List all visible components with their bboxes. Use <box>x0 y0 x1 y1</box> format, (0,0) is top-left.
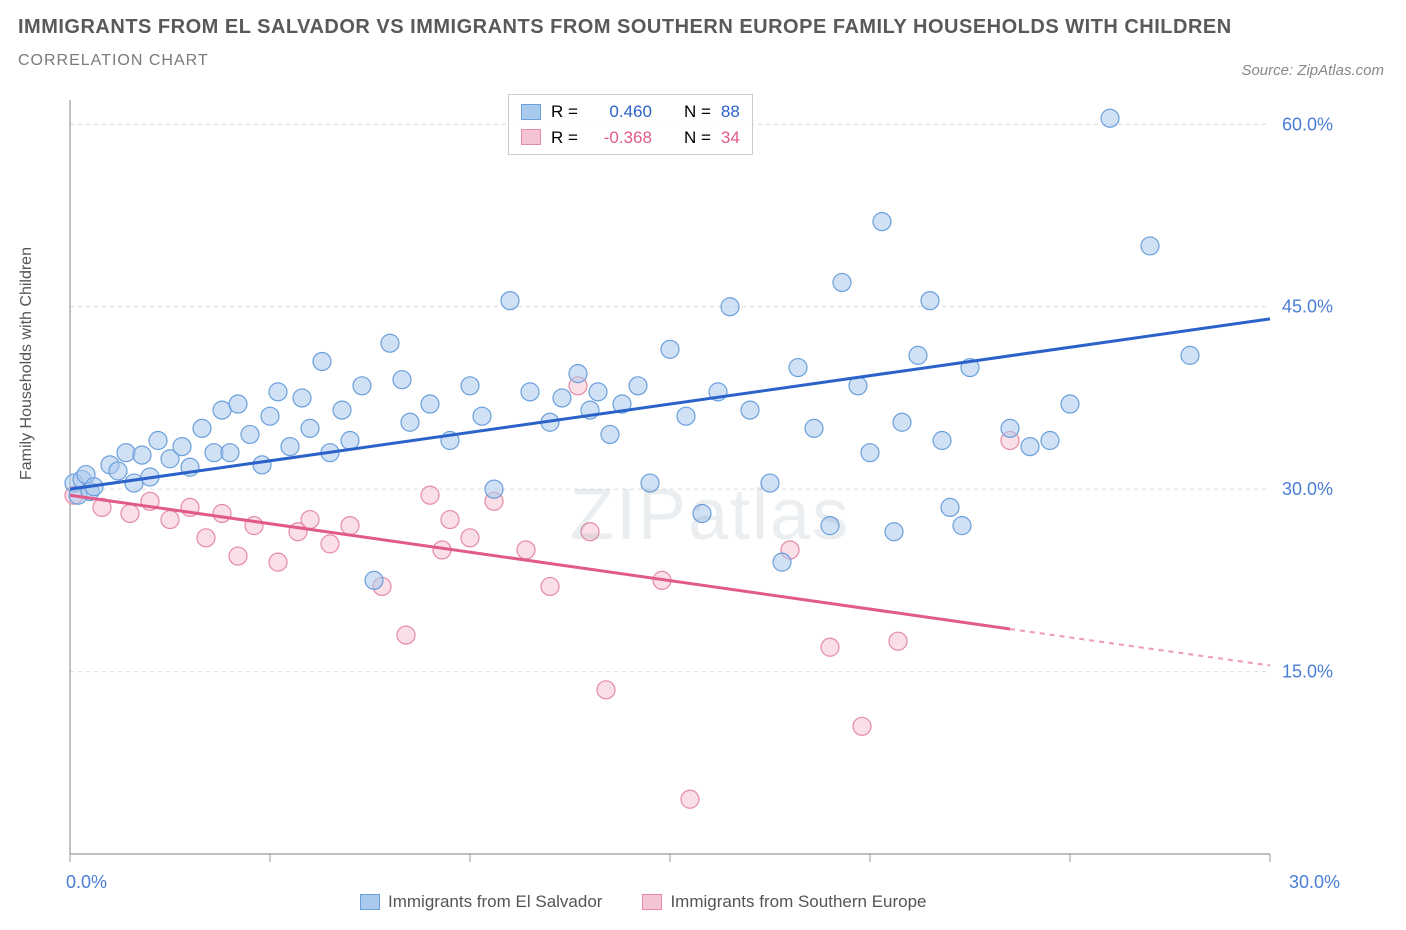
legend-label-series-a: Immigrants from El Salvador <box>388 892 602 912</box>
chart-svg: 15.0% 30.0% 45.0% 60.0% 0.0% 30.0% <box>50 94 1350 924</box>
swatch-series-b <box>521 129 541 145</box>
legend-row-series-b: R = -0.368 N = 34 <box>521 125 740 151</box>
legend-bottom: Immigrants from El Salvador Immigrants f… <box>360 892 927 912</box>
r-label: R = <box>551 125 578 151</box>
n-value-series-a: 88 <box>721 99 740 125</box>
plot-area: 15.0%30.0%45.0%60.0%0.0%30.0% ZIPatlas R… <box>50 94 1350 874</box>
n-label: N = <box>684 99 711 125</box>
y-tick-label: 30.0% <box>1282 479 1333 499</box>
swatch-series-a <box>521 104 541 120</box>
r-value-series-b: -0.368 <box>588 125 652 151</box>
y-axis-label: Family Households with Children <box>18 247 36 480</box>
legend-row-series-a: R = 0.460 N = 88 <box>521 99 740 125</box>
legend-correlation-box: R = 0.460 N = 88 R = -0.368 N = 34 <box>508 94 753 155</box>
x-tick-label: 0.0% <box>66 872 107 892</box>
chart-title: IMMIGRANTS FROM EL SALVADOR VS IMMIGRANT… <box>18 12 1386 42</box>
n-label: N = <box>684 125 711 151</box>
x-tick-label: 30.0% <box>1289 872 1340 892</box>
legend-item-series-b: Immigrants from Southern Europe <box>642 892 926 912</box>
r-value-series-a: 0.460 <box>588 99 652 125</box>
chart-subtitle: CORRELATION CHART <box>18 52 1386 70</box>
n-value-series-b: 34 <box>721 125 740 151</box>
swatch-series-a <box>360 894 380 910</box>
y-tick-label: 60.0% <box>1282 114 1333 134</box>
y-tick-label: 45.0% <box>1282 297 1333 317</box>
r-label: R = <box>551 99 578 125</box>
legend-item-series-a: Immigrants from El Salvador <box>360 892 602 912</box>
legend-label-series-b: Immigrants from Southern Europe <box>670 892 926 912</box>
swatch-series-b <box>642 894 662 910</box>
source-attribution: Source: ZipAtlas.com <box>1241 62 1384 79</box>
y-tick-label: 15.0% <box>1282 662 1333 682</box>
